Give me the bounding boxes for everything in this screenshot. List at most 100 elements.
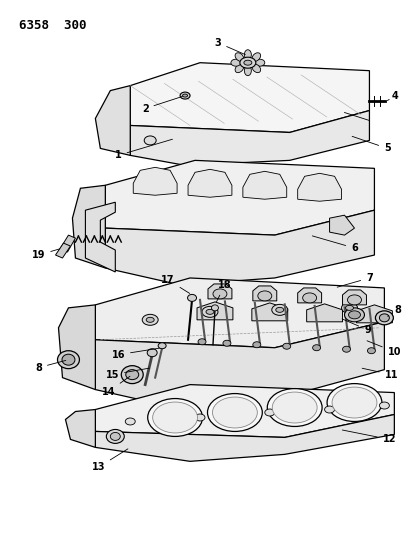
Ellipse shape [378,314,389,322]
Ellipse shape [302,293,316,303]
Polygon shape [95,86,130,156]
Ellipse shape [282,343,290,349]
Polygon shape [329,215,354,235]
Ellipse shape [222,340,230,346]
Text: 1: 1 [115,139,172,160]
Ellipse shape [212,397,257,428]
Ellipse shape [211,305,218,311]
Ellipse shape [110,432,120,440]
Polygon shape [207,284,231,299]
Polygon shape [252,286,276,301]
Ellipse shape [331,387,376,418]
Polygon shape [95,278,384,348]
Ellipse shape [195,414,204,421]
Polygon shape [95,322,384,408]
Polygon shape [297,288,321,303]
Ellipse shape [205,309,213,314]
Ellipse shape [267,389,321,426]
Ellipse shape [366,348,375,354]
Text: 8: 8 [35,360,65,373]
Ellipse shape [144,136,156,145]
Ellipse shape [341,302,357,313]
Ellipse shape [326,384,381,422]
Text: 6358  300: 6358 300 [18,19,86,32]
Polygon shape [133,167,177,195]
Text: 2: 2 [142,96,182,114]
Text: 7: 7 [337,273,372,287]
Text: 12: 12 [342,430,395,445]
Ellipse shape [244,50,251,60]
Ellipse shape [344,308,364,322]
Polygon shape [197,302,232,320]
Ellipse shape [198,339,205,345]
Polygon shape [188,169,231,197]
Ellipse shape [147,399,202,437]
Ellipse shape [146,317,154,322]
Ellipse shape [272,392,316,423]
Polygon shape [61,235,75,252]
Polygon shape [85,202,115,272]
Ellipse shape [243,60,251,65]
Polygon shape [130,63,369,133]
Ellipse shape [125,418,135,425]
Ellipse shape [271,304,287,316]
Ellipse shape [275,308,283,312]
Ellipse shape [254,59,264,66]
Text: 5: 5 [351,136,390,154]
Ellipse shape [347,295,361,305]
Text: 19: 19 [32,249,60,260]
Ellipse shape [264,409,274,416]
Ellipse shape [312,345,320,351]
Ellipse shape [244,66,251,76]
Polygon shape [65,409,95,447]
Ellipse shape [207,393,262,431]
Ellipse shape [324,406,334,413]
Polygon shape [105,210,373,285]
Polygon shape [342,290,366,305]
Polygon shape [306,304,342,322]
Ellipse shape [180,92,190,99]
Ellipse shape [257,291,271,301]
Text: 9: 9 [341,319,370,335]
Ellipse shape [142,314,158,325]
Ellipse shape [152,402,197,433]
Text: 11: 11 [361,368,397,379]
Ellipse shape [126,370,138,379]
Polygon shape [242,171,286,199]
Polygon shape [95,385,393,438]
Polygon shape [72,185,105,268]
Ellipse shape [252,53,260,61]
Ellipse shape [234,53,243,61]
Ellipse shape [348,311,360,319]
Text: 8: 8 [387,305,400,316]
Text: 13: 13 [91,449,128,472]
Ellipse shape [252,64,260,72]
Text: 18: 18 [216,280,231,302]
Text: 6: 6 [312,236,357,253]
Polygon shape [355,305,391,323]
Ellipse shape [62,354,75,365]
Polygon shape [251,303,287,321]
Ellipse shape [378,402,389,409]
Text: 16: 16 [111,348,159,360]
Text: 14: 14 [101,376,130,397]
Text: 4: 4 [387,91,398,101]
Text: 3: 3 [214,38,245,54]
Polygon shape [55,243,70,258]
Ellipse shape [202,306,218,317]
Ellipse shape [182,94,187,97]
Ellipse shape [239,57,255,68]
Ellipse shape [342,346,350,352]
Polygon shape [130,110,369,165]
Text: 10: 10 [366,341,400,357]
Ellipse shape [230,59,240,66]
Ellipse shape [158,343,166,349]
Polygon shape [95,415,393,462]
Ellipse shape [187,294,196,301]
Ellipse shape [121,366,143,384]
Ellipse shape [106,430,124,443]
Ellipse shape [147,349,157,357]
Polygon shape [297,173,341,201]
Text: 15: 15 [105,368,149,379]
Ellipse shape [252,342,260,348]
